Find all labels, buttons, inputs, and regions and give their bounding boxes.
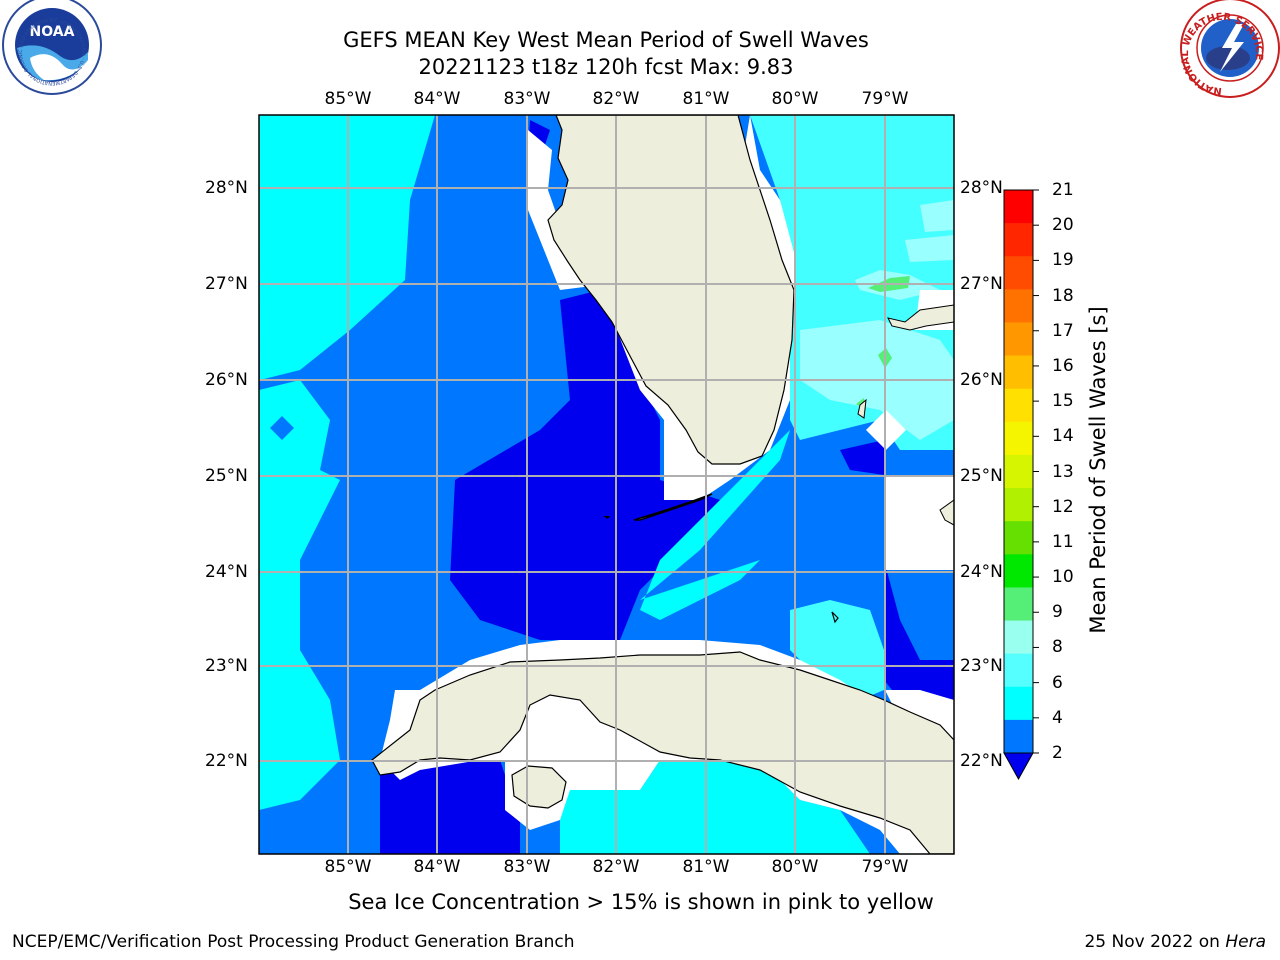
colorbar-tick-label: 8 — [1052, 637, 1063, 658]
colorbar-segment — [1004, 388, 1033, 423]
colorbar-segment — [1004, 620, 1033, 655]
lon-label-top: 79°W — [861, 89, 909, 109]
lat-label-right: 28°N — [960, 178, 1003, 198]
lat-label-right: 24°N — [960, 562, 1003, 582]
colorbar-tick-label: 13 — [1052, 461, 1074, 482]
colorbar-segment — [1004, 190, 1033, 224]
graticule — [259, 115, 954, 854]
colorbar-tick-label: 12 — [1052, 496, 1074, 517]
lat-label-right: 22°N — [960, 751, 1003, 771]
lon-label-bottom: 82°W — [592, 857, 640, 877]
colorbar-segment — [1004, 322, 1033, 357]
colorbar-segment — [1004, 686, 1033, 721]
lon-label-top: 84°W — [413, 89, 461, 109]
map-frame — [258, 114, 955, 855]
sea-ice-note: Sea Ice Concentration > 15% is shown in … — [348, 890, 934, 914]
colorbar-label: Mean Period of Swell Waves [s] — [1086, 306, 1110, 634]
lon-label-top: 82°W — [592, 89, 640, 109]
colorbar-tick-label: 4 — [1052, 707, 1063, 728]
lat-label-left: 25°N — [205, 466, 248, 486]
colorbar-tick-label: 9 — [1052, 602, 1063, 623]
colorbar-tick-label: 16 — [1052, 355, 1074, 376]
colorbar-segment — [1004, 521, 1033, 555]
nws-logo: NATIONAL WEATHER SERVICE — [1180, 0, 1280, 98]
lon-label-top: 80°W — [771, 89, 819, 109]
lon-label-top: 83°W — [503, 89, 551, 109]
colorbar-tick-label: 14 — [1052, 426, 1074, 447]
colorbar-segment — [1004, 454, 1033, 489]
map-subtitle: 20221123 t18z 120h fcst Max: 9.83 — [418, 55, 794, 79]
colorbar-segment — [1004, 719, 1033, 754]
lon-label-bottom: 79°W — [861, 857, 909, 877]
lon-label-bottom: 83°W — [503, 857, 551, 877]
colorbar-segment — [1004, 355, 1033, 390]
lon-label-bottom: 84°W — [413, 857, 461, 877]
colorbar-tick-label: 11 — [1052, 531, 1074, 552]
colorbar-tick-label: 2 — [1052, 743, 1063, 763]
colorbar-tick-label: 21 — [1052, 180, 1074, 200]
footer-date: 25 Nov 2022 on Hera — [1084, 932, 1266, 952]
colorbar-tick-label: 15 — [1052, 391, 1074, 412]
colorbar-segment — [1004, 488, 1033, 522]
colorbar-tick-label: 19 — [1052, 250, 1074, 271]
colorbar-underflow-arrow — [1003, 752, 1034, 781]
colorbar — [1003, 189, 1039, 781]
lon-label-bottom: 80°W — [771, 857, 819, 877]
lon-label-bottom: 85°W — [324, 857, 372, 877]
colorbar-segment — [1004, 223, 1033, 257]
colorbar-segment — [1004, 587, 1033, 622]
footer-date-text: 25 Nov 2022 on — [1084, 932, 1226, 952]
lat-label-left: 22°N — [205, 751, 248, 771]
lat-label-right: 26°N — [960, 370, 1003, 390]
noaa-logo-text: NOAA — [30, 24, 75, 40]
colorbar-segment — [1004, 554, 1033, 588]
lat-label-left: 27°N — [205, 274, 248, 294]
lon-label-top: 85°W — [324, 89, 372, 109]
colorbar-tick-label: 10 — [1052, 567, 1074, 588]
lat-label-right: 23°N — [960, 656, 1003, 676]
lon-label-bottom: 81°W — [682, 857, 730, 877]
lat-label-left: 24°N — [205, 562, 248, 582]
map-title: GEFS MEAN Key West Mean Period of Swell … — [343, 28, 869, 52]
footer-host: Hera — [1225, 932, 1266, 952]
lat-label-right: 25°N — [960, 466, 1003, 486]
lat-label-left: 23°N — [205, 656, 248, 676]
colorbar-segment — [1004, 653, 1033, 688]
colorbar-segment — [1004, 421, 1033, 456]
lon-label-top: 81°W — [682, 89, 730, 109]
colorbar-tick-label: 17 — [1052, 320, 1074, 341]
lat-label-left: 26°N — [205, 370, 248, 390]
footer-credit: NCEP/EMC/Verification Post Processing Pr… — [12, 932, 575, 952]
colorbar-tick-label: 6 — [1052, 672, 1063, 693]
colorbar-segment — [1004, 256, 1033, 290]
colorbar-segment — [1004, 289, 1033, 323]
lat-label-left: 28°N — [205, 178, 248, 198]
map-panel — [259, 115, 954, 854]
noaa-logo: NOAA NATIONAL OCEANIC AND ATMOSPHERIC AD… — [0, 0, 102, 95]
colorbar-tick-label: 20 — [1052, 215, 1074, 236]
colorbar-tick-label: 18 — [1052, 285, 1074, 306]
lat-label-right: 27°N — [960, 274, 1003, 294]
